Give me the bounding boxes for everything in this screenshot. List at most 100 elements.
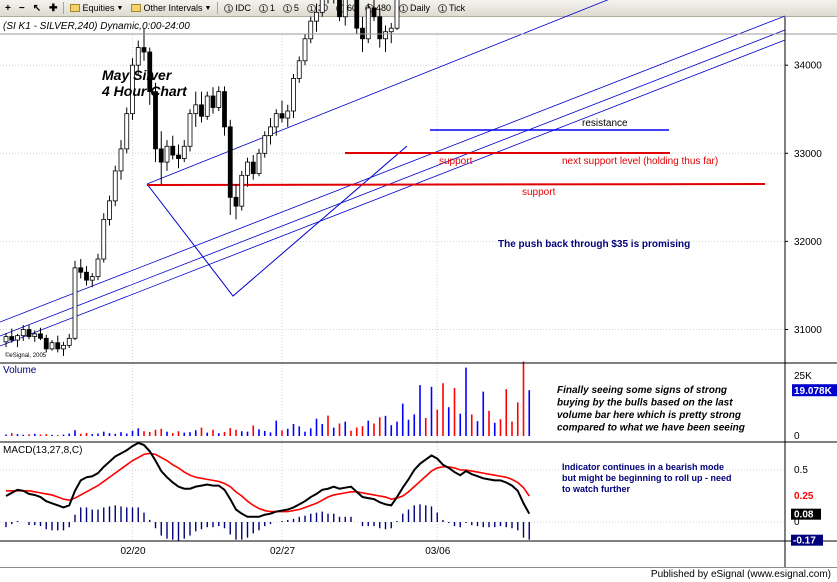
candle-body bbox=[360, 27, 365, 40]
toolbar-button-equities[interactable]: Equities ▼ bbox=[67, 1, 126, 15]
cursor-icon: ↖ bbox=[32, 2, 42, 14]
volume-axis-label: 0 bbox=[794, 431, 800, 442]
candle-body bbox=[55, 342, 61, 350]
candle-body bbox=[337, 0, 342, 18]
folder-icon bbox=[131, 4, 142, 12]
toolbar-button-daily[interactable]: 1 Daily bbox=[396, 1, 433, 15]
candle-body bbox=[130, 64, 135, 115]
candle-body bbox=[176, 154, 181, 159]
toolbar-separator bbox=[217, 2, 219, 14]
candle-body bbox=[141, 47, 147, 53]
folder-icon bbox=[70, 4, 81, 12]
candle-body bbox=[72, 267, 78, 339]
candle-body bbox=[268, 126, 273, 137]
annotation-title-line2: 4 Hour Chart bbox=[101, 83, 188, 99]
candle-body bbox=[371, 7, 377, 18]
crosshair-icon: ✚ bbox=[49, 2, 58, 14]
annotation-next-support: next support level (holding thus far) bbox=[562, 156, 718, 167]
toolbar-button-label: Equities bbox=[82, 3, 115, 13]
toolbar-button-label: IDC bbox=[235, 3, 251, 13]
channel-upper-line bbox=[0, 15, 786, 323]
interval-icon: 1 bbox=[399, 3, 408, 13]
macd-hist-value: -0.17 bbox=[793, 536, 816, 547]
candle-body bbox=[245, 161, 250, 176]
candle-body bbox=[342, 0, 348, 18]
annotation-macd-note: to watch further bbox=[562, 484, 630, 494]
candle-body bbox=[66, 337, 72, 346]
candle-body bbox=[291, 78, 296, 112]
interval-icon: 1 bbox=[438, 3, 448, 13]
toolbar-button-zoom-out[interactable]: − bbox=[16, 1, 28, 15]
macd-value-badge bbox=[791, 508, 821, 520]
interval-icon: 1 bbox=[282, 3, 292, 13]
candle-body bbox=[302, 38, 308, 62]
macd-axis-label: 0 bbox=[794, 517, 800, 528]
candle-body bbox=[193, 104, 199, 115]
time-axis-label: 03/06 bbox=[425, 546, 450, 557]
price-axis-label: 33000 bbox=[794, 149, 822, 160]
candle-body bbox=[135, 47, 141, 66]
chart-area: 3800037000360003535535000340003300032000… bbox=[0, 0, 837, 567]
annotation-support-upper: support bbox=[439, 156, 473, 167]
candle-body bbox=[9, 336, 15, 341]
toolbar-button-zoom-in[interactable]: + bbox=[2, 1, 14, 15]
candle-body bbox=[273, 113, 279, 128]
candle-body bbox=[84, 271, 89, 281]
price-axis-label: 32000 bbox=[794, 237, 822, 248]
candle-body bbox=[250, 161, 256, 174]
annotation-support-lower: support bbox=[522, 187, 556, 198]
annotation-volume-note: buying by the bulls based on the last bbox=[557, 398, 733, 409]
candle-body bbox=[15, 335, 20, 341]
candle-body bbox=[262, 135, 268, 154]
price-axis-label: 31000 bbox=[794, 325, 822, 336]
zoom-out-icon: − bbox=[18, 2, 25, 14]
toolbar-button-label: 5 bbox=[293, 3, 299, 13]
time-axis-label: 02/20 bbox=[121, 546, 146, 557]
candle-body bbox=[112, 170, 118, 202]
candle-body bbox=[256, 152, 262, 174]
candle-body bbox=[147, 51, 153, 93]
toolbar-button-crosshair[interactable]: ✚ bbox=[46, 1, 60, 15]
candle-body bbox=[158, 148, 164, 163]
candle-body bbox=[164, 145, 170, 163]
candle-body bbox=[296, 60, 302, 79]
channel-lower-line bbox=[0, 39, 786, 347]
candle-body bbox=[89, 276, 95, 281]
footer: Published by eSignal (www.esignal.com) bbox=[0, 567, 837, 582]
candle-body bbox=[101, 218, 107, 260]
annotation-volume-note: compared to what we have been seeing bbox=[557, 423, 745, 434]
candle-body bbox=[170, 145, 176, 156]
candle-body bbox=[153, 91, 158, 150]
candle-body bbox=[124, 113, 130, 150]
toolbar-button-other-intervals[interactable]: Other Intervals ▼ bbox=[128, 1, 214, 15]
toolbar-button-idc[interactable]: 1 IDC bbox=[221, 1, 254, 15]
candle-body bbox=[210, 95, 216, 108]
candle-body bbox=[239, 174, 245, 207]
candle-body bbox=[187, 113, 193, 147]
volume-value-badge bbox=[792, 384, 837, 397]
macd-axis-label: 0.5 bbox=[794, 465, 808, 476]
chevron-down-icon: ▼ bbox=[204, 4, 212, 12]
candle-body bbox=[20, 329, 26, 337]
support-line-lower bbox=[146, 183, 766, 186]
volume-panel-title: Volume bbox=[3, 365, 37, 376]
candle-body bbox=[38, 333, 43, 339]
candle-body bbox=[365, 7, 371, 40]
candle-body bbox=[49, 342, 55, 350]
toolbar-button-tick[interactable]: 1 Tick bbox=[435, 1, 468, 15]
candle-body bbox=[233, 196, 239, 207]
macd-line bbox=[5, 441, 531, 518]
macd-signal-line bbox=[6, 452, 530, 513]
chart-header-title: (SI K1 - SILVER,240) Dynamic,0:00-24:00 bbox=[3, 21, 190, 32]
toolbar-button-cursor[interactable]: ↖ bbox=[30, 1, 44, 15]
candle-body bbox=[394, 0, 400, 29]
macd-panel-title: MACD(13,27,8,C) bbox=[3, 445, 82, 456]
interval-icon: 1 bbox=[258, 3, 268, 13]
annotation-resistance: resistance bbox=[582, 118, 628, 129]
zoom-in-icon: + bbox=[5, 2, 11, 14]
toolbar-button-label: 60 bbox=[346, 3, 357, 13]
annotation-volume-note: volume bar here which is pretty strong bbox=[557, 410, 741, 421]
toolbar-button-label: Other Intervals bbox=[143, 3, 203, 13]
